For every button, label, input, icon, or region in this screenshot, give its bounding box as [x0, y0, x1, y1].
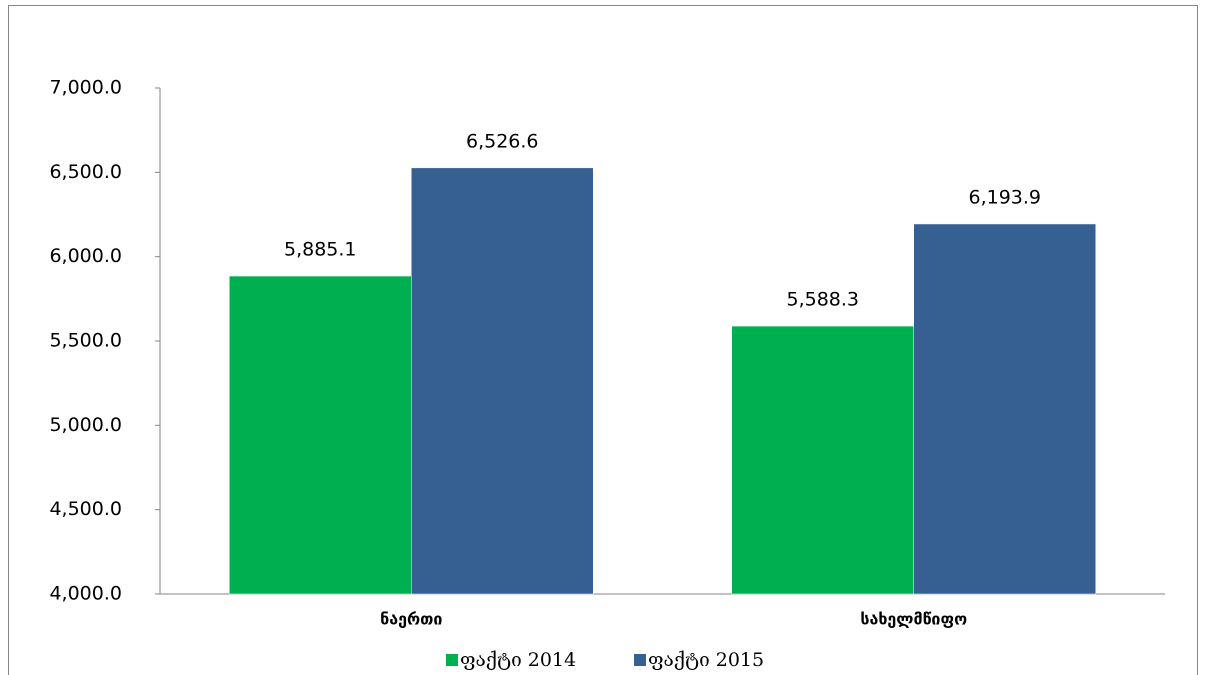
y-tick-label: 6,000.0 — [49, 245, 122, 267]
bar — [411, 167, 594, 595]
legend-swatch — [634, 654, 646, 666]
bar — [731, 325, 914, 595]
legend-label: ფაქტი 2015 — [648, 649, 764, 671]
bar — [913, 223, 1096, 595]
legend-swatch — [446, 654, 458, 666]
y-tick-label: 5,000.0 — [49, 414, 122, 436]
data-label: 5,885.1 — [284, 239, 357, 261]
y-tick-label: 7,000.0 — [49, 77, 122, 99]
y-tick-label: 4,500.0 — [49, 498, 122, 520]
data-label: 6,526.6 — [466, 130, 539, 152]
y-tick-label: 5,500.0 — [49, 330, 122, 352]
y-tick-label: 4,000.0 — [49, 583, 122, 605]
data-label: 6,193.9 — [968, 186, 1041, 208]
x-tick-label: სახელმწიფო — [860, 610, 967, 629]
data-label: 5,588.3 — [786, 289, 859, 311]
legend-label: ფაქტი 2014 — [460, 649, 576, 671]
bar — [229, 275, 412, 595]
x-tick-label: ნაერთი — [380, 610, 442, 629]
y-tick-label: 6,500.0 — [49, 161, 122, 183]
